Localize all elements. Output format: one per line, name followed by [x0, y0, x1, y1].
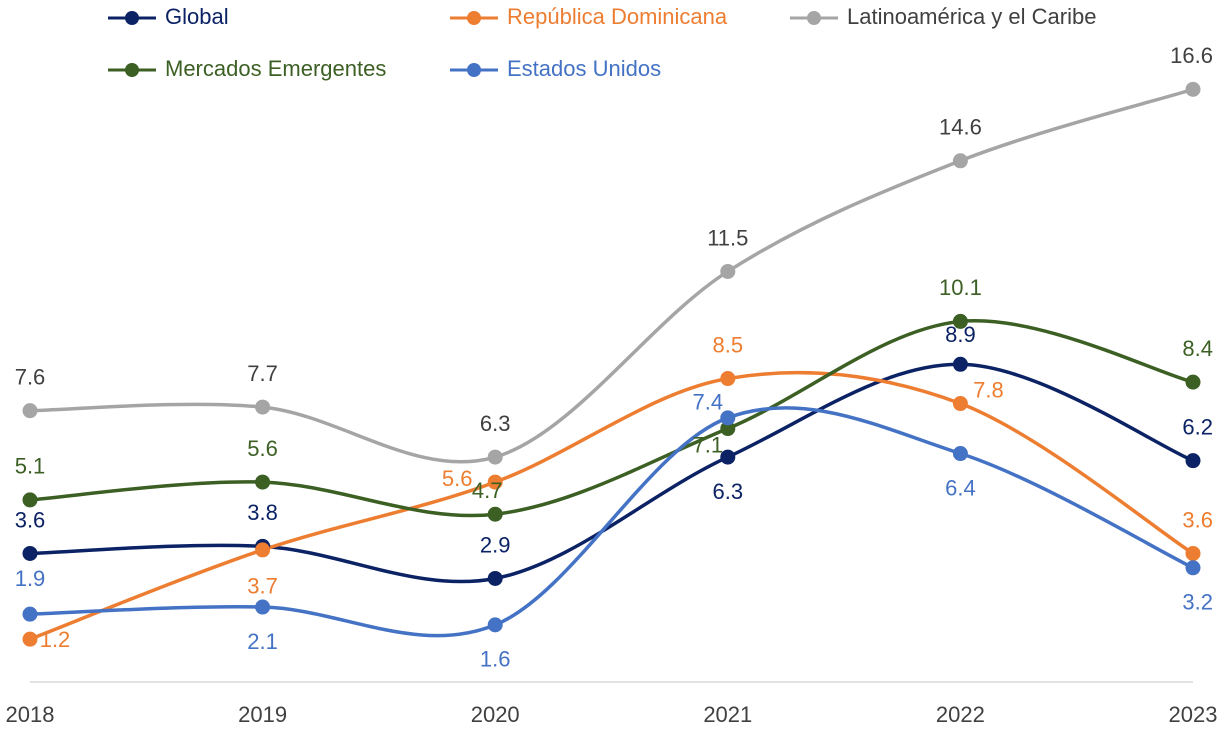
- data-label: 7.1: [693, 432, 724, 457]
- data-label: 4.7: [472, 478, 503, 503]
- data-label: 7.4: [693, 390, 724, 415]
- data-label: 7.7: [247, 361, 278, 386]
- x-tick-label: 2020: [471, 702, 520, 727]
- data-label: 5.6: [442, 466, 473, 491]
- series-line: [29, 406, 1194, 638]
- series-line: [29, 362, 1194, 584]
- point: [255, 542, 271, 558]
- data-label: 11.5: [707, 225, 748, 250]
- data-label: 3.6: [1182, 507, 1213, 532]
- point: [487, 506, 503, 522]
- series-line: [29, 370, 1194, 641]
- point: [487, 474, 503, 490]
- series-line: [29, 87, 1194, 464]
- data-label: 2.1: [247, 629, 278, 654]
- point: [1185, 374, 1201, 390]
- data-label: 16.6: [1170, 43, 1213, 68]
- point: [1185, 453, 1201, 469]
- legend-marker: [125, 11, 139, 25]
- point: [952, 153, 968, 169]
- data-label: 3.7: [247, 574, 278, 599]
- point: [720, 371, 736, 387]
- point: [487, 570, 503, 586]
- data-label: 7.6: [15, 364, 46, 389]
- legend-label: Mercados Emergentes: [165, 56, 386, 81]
- point: [22, 545, 38, 561]
- legend-marker: [125, 63, 139, 77]
- point: [487, 449, 503, 465]
- point: [720, 449, 736, 465]
- legend-marker: [467, 63, 481, 77]
- legend-marker: [807, 11, 821, 25]
- data-label: 1.2: [40, 627, 71, 652]
- data-label: 2.9: [480, 532, 511, 557]
- x-tick-label: 2018: [6, 702, 55, 727]
- point: [487, 617, 503, 633]
- legend-label: República Dominicana: [507, 4, 728, 29]
- data-label: 6.3: [480, 411, 511, 436]
- data-label: 7.8: [973, 377, 1004, 402]
- point: [720, 410, 736, 426]
- data-label: 5.6: [247, 436, 278, 461]
- legend-label: Estados Unidos: [507, 56, 661, 81]
- data-label: 3.2: [1182, 590, 1213, 615]
- data-label: 14.6: [939, 115, 982, 140]
- point: [952, 356, 968, 372]
- point: [22, 631, 38, 647]
- legend-marker: [467, 11, 481, 25]
- data-label: 10.1: [939, 275, 982, 300]
- point: [952, 446, 968, 462]
- point: [22, 492, 38, 508]
- x-tick-label: 2022: [936, 702, 985, 727]
- point: [255, 474, 271, 490]
- point: [1185, 81, 1201, 97]
- data-label: 1.6: [480, 647, 511, 672]
- series-line: [29, 318, 1194, 518]
- data-label: 6.2: [1182, 414, 1213, 439]
- data-label: 3.6: [15, 507, 46, 532]
- data-label: 1.9: [15, 566, 46, 591]
- data-label: 3.8: [247, 500, 278, 525]
- point: [1185, 545, 1201, 561]
- point: [22, 606, 38, 622]
- point: [952, 396, 968, 412]
- data-label: 6.4: [945, 475, 976, 500]
- point: [255, 399, 271, 415]
- x-tick-label: 2021: [703, 702, 752, 727]
- point: [255, 599, 271, 615]
- data-label: 5.1: [15, 454, 46, 479]
- point: [720, 263, 736, 279]
- legend-label: Global: [165, 4, 229, 29]
- point: [720, 421, 736, 437]
- data-label: 6.3: [713, 479, 744, 504]
- x-tick-label: 2019: [238, 702, 287, 727]
- point: [952, 313, 968, 329]
- legend-label: Latinoamérica y el Caribe: [847, 4, 1096, 29]
- data-label: 8.4: [1182, 336, 1213, 361]
- x-tick-label: 2023: [1169, 702, 1218, 727]
- point: [1185, 560, 1201, 576]
- data-label: 8.5: [713, 332, 744, 357]
- point: [22, 403, 38, 419]
